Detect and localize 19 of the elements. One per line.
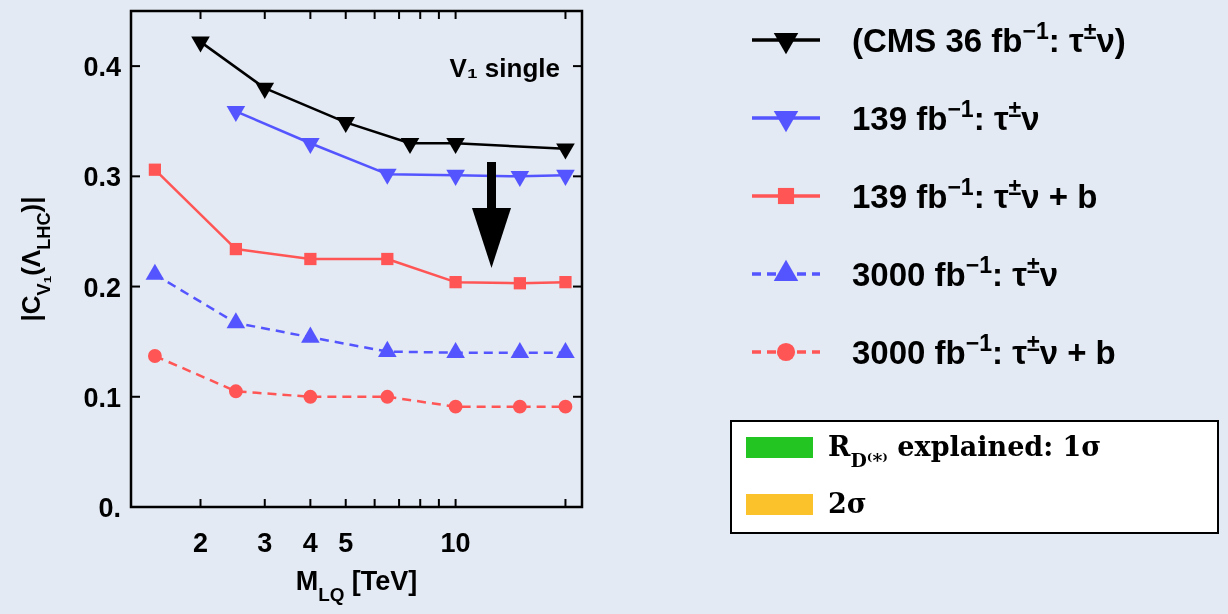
legend-label: 139 fb$^{−1}$: τ$^{±}$ν <box>852 96 1040 137</box>
x-tick-label: 3 <box>257 528 273 558</box>
y-tick-label: 0.4 <box>83 52 121 83</box>
text: 2σ <box>828 488 867 519</box>
legend-label: 3000 fb$^{−1}$: τ$^{±}$ν <box>852 252 1059 293</box>
x-tick-label: 4 <box>302 528 318 558</box>
y-tick-label: 0.1 <box>83 382 121 413</box>
annotation: V₁ single <box>449 53 560 83</box>
y-tick-label: 0.3 <box>83 162 121 193</box>
legend-label: (CMS 36 fb$^{−1}$: τ$^{±}$ν) <box>852 18 1126 59</box>
x-tick-label: 5 <box>338 528 354 558</box>
x-tick-label: 10 <box>440 528 471 558</box>
x-tick-label: 2 <box>192 528 209 558</box>
legend-label: 3000 fb$^{−1}$: τ$^{±}$ν + b <box>852 330 1116 371</box>
y-tick-label: 0. <box>98 493 121 523</box>
text: R$_{D⁽*⁾}$ explained: 1σ <box>828 431 1102 471</box>
x-axis-title: M$_{LQ}$ [TeV] <box>295 566 418 605</box>
y-tick-label: 0.2 <box>83 272 121 303</box>
legend-label: 139 fb$^{−1}$: τ$^{±}$ν + b <box>852 174 1098 215</box>
